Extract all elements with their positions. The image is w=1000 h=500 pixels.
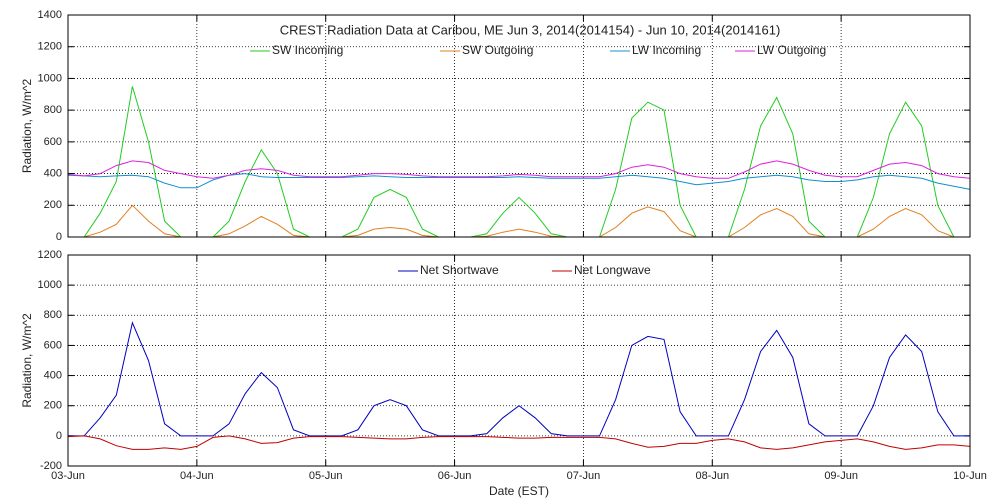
- y-tick-label: 400: [44, 167, 62, 179]
- y-tick-label: 400: [44, 369, 62, 381]
- legend-label: Net Shortwave: [420, 263, 499, 277]
- y-tick-label: 0: [56, 231, 62, 243]
- x-tick-label: 03-Jun: [51, 470, 85, 482]
- legend-label: SW Incoming: [272, 43, 343, 57]
- x-tick-label: 04-Jun: [180, 470, 214, 482]
- y-tick-label: 0: [56, 430, 62, 442]
- y-tick-label: 600: [44, 339, 62, 351]
- x-tick-label: 05-Jun: [309, 470, 343, 482]
- data-line: [68, 204, 970, 238]
- y-tick-label: 1000: [38, 279, 62, 291]
- plot-frame: [67, 14, 971, 238]
- y-tick-label: 1400: [38, 9, 62, 21]
- y-tick-label: 1200: [38, 41, 62, 53]
- y-tick-label: 800: [44, 104, 62, 116]
- data-line: [67, 173, 971, 190]
- data-line: [68, 86, 970, 238]
- x-tick-label: 10-Jun: [953, 470, 987, 482]
- plot-frame: [67, 254, 971, 467]
- x-tick-label: 09-Jun: [824, 470, 858, 482]
- data-line: [67, 435, 971, 450]
- y-tick-label: 200: [44, 400, 62, 412]
- y-tick-label: -200: [40, 460, 62, 472]
- y-tick-label: 800: [44, 309, 62, 321]
- data-line: [67, 160, 971, 179]
- legend-label: LW Incoming: [632, 43, 701, 57]
- y-tick-label: 1000: [38, 72, 62, 84]
- y-axis-label: Radiation, W/m^2: [20, 79, 34, 174]
- legend-label: Net Longwave: [574, 263, 651, 277]
- chart-title: CREST Radiation Data at Caribou, ME Jun …: [280, 22, 781, 37]
- legend-label: LW Outgoing: [757, 43, 826, 57]
- x-tick-label: 08-Jun: [695, 470, 729, 482]
- y-axis-label: Radiation, W/m^2: [20, 313, 34, 408]
- x-axis-label: Date (EST): [489, 484, 549, 498]
- x-tick-label: 07-Jun: [567, 470, 601, 482]
- data-line: [68, 321, 970, 437]
- y-tick-label: 600: [44, 136, 62, 148]
- x-tick-label: 06-Jun: [438, 470, 472, 482]
- y-tick-label: 200: [44, 199, 62, 211]
- legend-label: SW Outgoing: [462, 43, 533, 57]
- y-tick-label: 1200: [38, 249, 62, 261]
